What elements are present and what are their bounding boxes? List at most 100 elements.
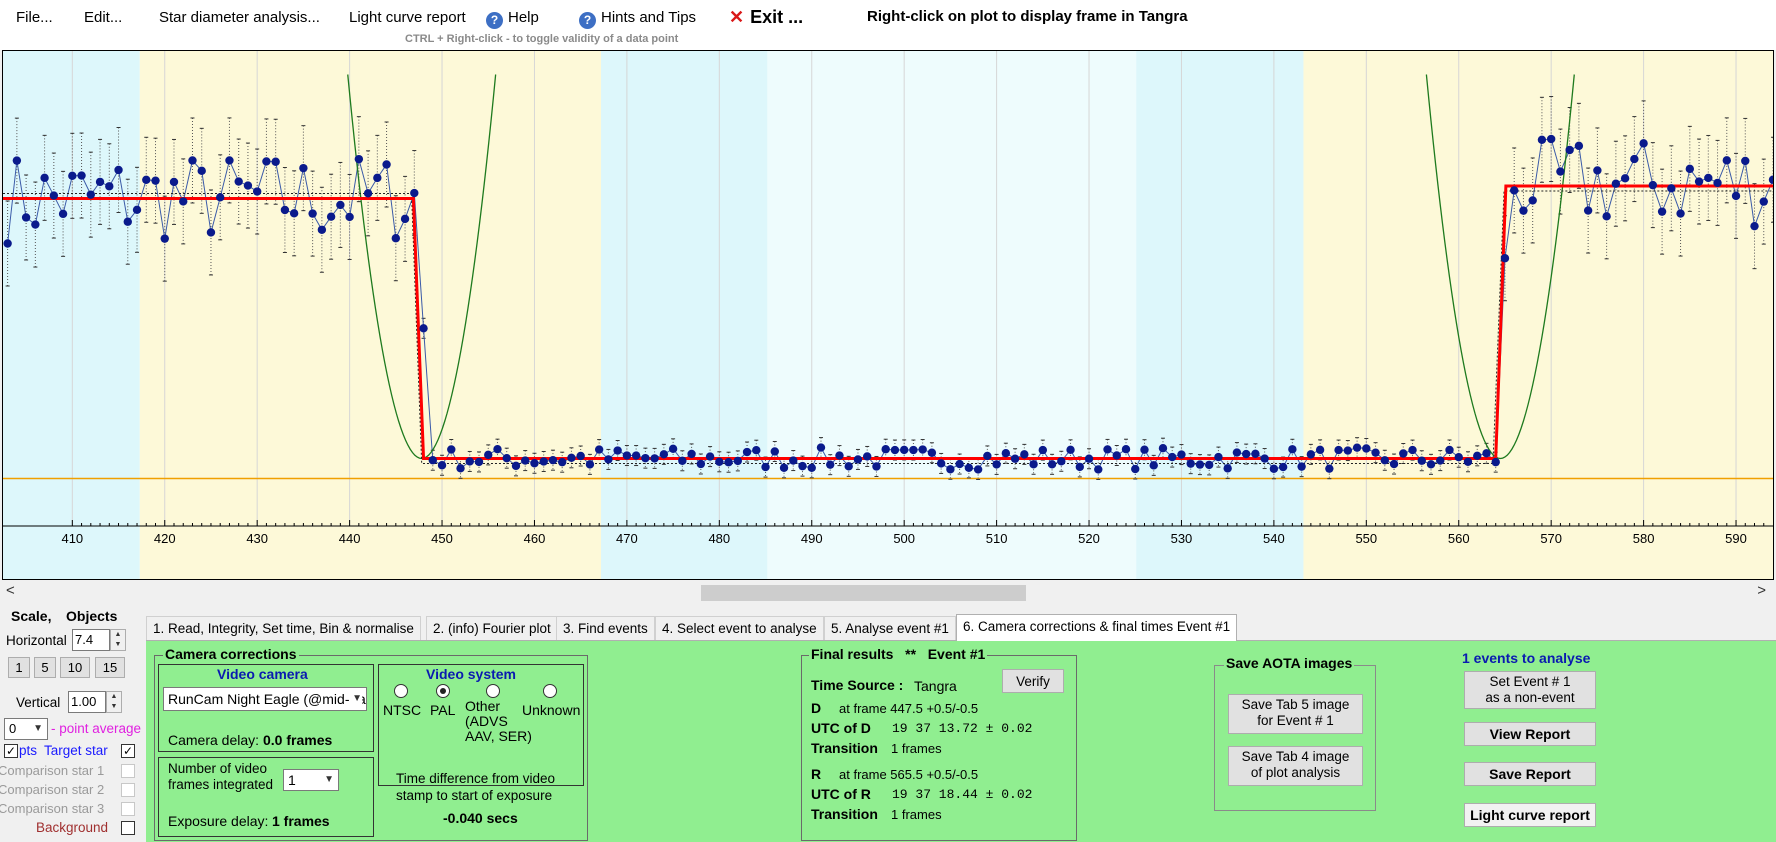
data-point <box>1436 456 1445 465</box>
background-checkbox[interactable] <box>121 821 135 835</box>
plot-scrollbar[interactable]: < > <box>0 581 1776 603</box>
scroll-thumb[interactable] <box>701 585 1026 601</box>
horizontal-spinner-icon[interactable]: ▲ ▼ <box>110 629 126 651</box>
horizontal-scale-input[interactable]: 7.4 <box>72 629 110 651</box>
data-point <box>1001 448 1011 458</box>
data-point <box>1399 449 1408 458</box>
vertical-spinner-icon[interactable]: ▲ ▼ <box>106 691 122 713</box>
plot-canvas[interactable]: 410 420 430 440 450 460 470 480 490 500 510 520 530 5… <box>3 51 1773 579</box>
data-point <box>317 225 327 234</box>
save-tab4-image-button[interactable]: Save Tab 4 image of plot analysis <box>1228 746 1363 786</box>
menu-star-diameter[interactable]: Star diameter analysis... <box>159 9 320 26</box>
chevron-down-icon: ▼ <box>33 723 43 734</box>
camera-corrections-box <box>154 655 588 841</box>
frames-integrated-value: 1 <box>288 772 296 788</box>
frames-integrated-select[interactable]: 1 ▼ <box>283 769 339 791</box>
pal-radio[interactable] <box>436 684 450 698</box>
save-report-button[interactable]: Save Report <box>1464 762 1596 786</box>
camera-select-value: RunCam Night Eagle (@mid-frame) <box>168 691 366 707</box>
menu-edit[interactable]: Edit... <box>84 9 123 26</box>
tab-find-events[interactable]: 3. Find events <box>556 616 655 640</box>
x-tick-label: 480 <box>708 531 730 546</box>
video-camera-box <box>158 664 374 752</box>
zoom-button-5[interactable]: 5 <box>34 657 56 678</box>
data-point <box>899 445 909 455</box>
menu-file[interactable]: File... <box>16 9 53 26</box>
zoom-button-15[interactable]: 15 <box>95 657 125 678</box>
data-point <box>1149 461 1158 470</box>
data-point <box>557 457 567 467</box>
menu-hints[interactable]: ? Hints and Tips <box>579 9 696 29</box>
data-point <box>493 444 502 454</box>
data-point <box>1565 145 1574 155</box>
data-point <box>705 452 715 461</box>
plot-hint: Right-click on plot to display frame in … <box>867 8 1188 25</box>
tab-camera-corrections[interactable]: 6. Camera corrections & final times Even… <box>956 614 1238 641</box>
data-point <box>151 176 160 185</box>
camera-select[interactable]: RunCam Night Eagle (@mid-frame)▼ <box>163 687 367 711</box>
comparison-star-3-checkbox[interactable] <box>121 802 135 816</box>
tab-analyse-event[interactable]: 5. Analyse event #1 <box>824 616 956 640</box>
zoom-button-1[interactable]: 1 <box>8 657 30 678</box>
comparison-star-1-label: Comparison star 1 <box>0 763 105 778</box>
point-average-select[interactable]: 0 ▼ <box>4 718 48 740</box>
data-point <box>1362 444 1371 453</box>
data-point <box>936 459 946 468</box>
light-curve-plot[interactable]: 410 420 430 440 450 460 470 480 490 500 510 520 530 5… <box>2 50 1774 580</box>
verify-button[interactable]: Verify <box>1002 669 1064 693</box>
data-point <box>909 445 918 455</box>
menu-bar: File... Edit... Star diameter analysis..… <box>0 0 1776 50</box>
data-point <box>622 451 632 460</box>
menu-help[interactable]: ? Help <box>486 9 539 29</box>
ntsc-radio[interactable] <box>394 684 408 698</box>
data-point <box>604 455 613 464</box>
menu-light-curve-report[interactable]: Light curve report <box>349 9 466 26</box>
scroll-left-arrow-icon[interactable]: < <box>6 582 15 599</box>
pts-checkbox[interactable]: ✓ <box>4 744 18 758</box>
vertical-scale-input[interactable]: 1.00 <box>68 691 106 713</box>
data-point <box>521 456 530 465</box>
save-tab5-image-button[interactable]: Save Tab 5 image for Event # 1 <box>1228 694 1363 734</box>
comparison-star-1-checkbox[interactable] <box>121 764 135 778</box>
data-point <box>1593 166 1602 175</box>
tab-read-integrity[interactable]: 1. Read, Integrity, Set time, Bin & norm… <box>146 616 421 640</box>
data-point <box>752 445 761 455</box>
set-non-event-button[interactable]: Set Event # 1 as a non-event <box>1464 671 1596 709</box>
view-report-button[interactable]: View Report <box>1464 722 1596 746</box>
data-point <box>1066 445 1075 455</box>
light-curve-report-button[interactable]: Light curve report <box>1464 803 1596 827</box>
unknown-radio[interactable] <box>543 684 557 698</box>
data-point <box>225 156 234 165</box>
hints-icon: ? <box>579 12 596 29</box>
final-results-event: Event #1 <box>927 646 986 662</box>
data-point <box>650 454 659 463</box>
utc-d-value: 19 37 13.72 ± 0.02 <box>892 721 1033 736</box>
data-point <box>49 191 59 200</box>
other-sub1: (ADVS <box>465 713 508 729</box>
data-point <box>456 464 465 473</box>
data-point <box>1168 452 1177 462</box>
target-star-checkbox[interactable]: ✓ <box>121 744 135 758</box>
scroll-right-arrow-icon[interactable]: > <box>1757 582 1766 599</box>
model-curve <box>3 184 1773 460</box>
data-point <box>594 445 604 454</box>
other-label: Other <box>465 698 501 714</box>
data-point <box>1269 464 1279 473</box>
tab-select-event[interactable]: 4. Select event to analyse <box>655 616 824 640</box>
data-point <box>678 456 687 465</box>
tab-fourier-plot[interactable]: 2. (info) Fourier plot <box>426 616 558 640</box>
save-tab4-line2: of plot analysis <box>1250 765 1341 780</box>
data-point <box>964 463 974 473</box>
data-point <box>262 157 271 166</box>
data-point <box>1676 209 1685 218</box>
menu-exit[interactable]: ✕ Exit ... <box>729 7 803 28</box>
zoom-button-10[interactable]: 10 <box>60 657 90 678</box>
other-radio[interactable] <box>486 684 500 698</box>
comparison-star-2-checkbox[interactable] <box>121 783 135 797</box>
save-tab5-line2: for Event # 1 <box>1257 713 1334 728</box>
data-point <box>1158 443 1168 453</box>
data-point <box>373 173 382 183</box>
data-point <box>280 205 290 215</box>
x-tick-label: 440 <box>339 531 361 546</box>
